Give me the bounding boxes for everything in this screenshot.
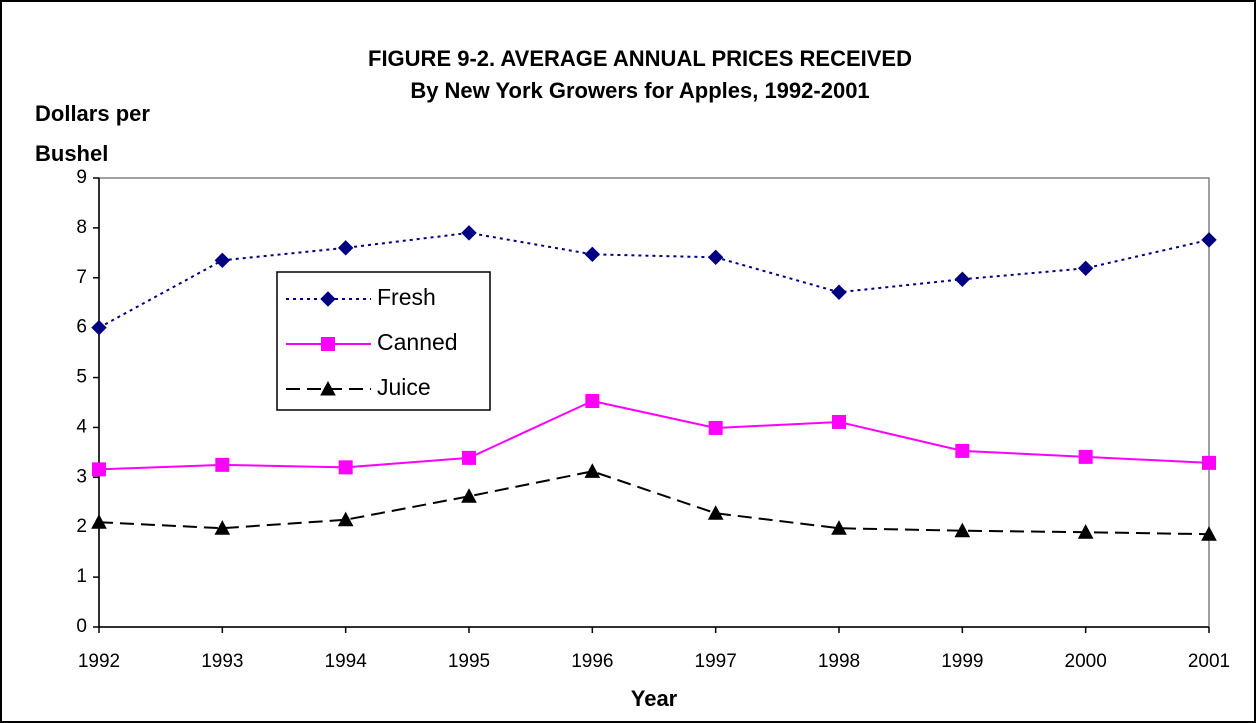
data-point [1201,526,1217,541]
data-point [1077,524,1094,539]
y-tick-label: 5 [76,367,87,388]
x-axis-label: Year [631,686,678,711]
data-point [91,514,107,529]
series-line [98,399,1210,471]
y-tick-label: 9 [76,167,87,188]
data-point [462,450,476,465]
data-point [584,246,601,263]
x-tick-label: 2000 [1065,651,1107,672]
legend-label: Fresh [377,284,436,310]
data-point [831,284,847,300]
data-point [955,443,970,458]
chart-title: FIGURE 9-2. AVERAGE ANNUAL PRICES RECEIV… [368,46,912,71]
y-axis-label: Bushel [35,141,108,166]
x-tick-label: 1993 [201,651,243,672]
data-point [92,462,106,477]
data-point [707,249,724,266]
y-tick-label: 2 [76,516,87,537]
data-point [832,414,846,429]
x-tick-label: 1999 [941,651,983,672]
y-tick-label: 8 [76,217,87,238]
chart-subtitle: By New York Growers for Apples, 1992-200… [410,78,869,103]
data-point [585,394,600,409]
data-point [708,420,723,435]
x-tick-label: 1998 [818,651,860,672]
data-point [461,488,477,503]
data-point [461,225,477,241]
data-point [954,522,971,538]
legend-marker [320,380,336,396]
x-tick-label: 1997 [695,651,737,672]
legend-marker [321,337,335,351]
data-point [214,252,231,269]
y-tick-label: 4 [76,416,87,437]
x-tick-label: 1995 [448,651,490,672]
x-tick-label: 1994 [325,651,368,672]
data-point [954,271,971,287]
y-axis-label: Dollars per [35,101,150,126]
data-point [337,240,354,256]
legend-label: Juice [377,374,431,400]
legend-label: Canned [377,329,458,355]
data-point [214,520,231,535]
y-tick-label: 3 [76,466,87,487]
data-point [584,463,601,478]
data-point [831,520,847,535]
data-point [337,511,354,527]
x-tick-label: 1992 [78,651,120,672]
data-point [1202,455,1216,470]
data-point [1077,260,1094,277]
x-tick-label: 1996 [571,651,613,672]
data-point [338,460,353,475]
data-point [707,505,724,520]
data-point [215,457,230,472]
y-tick-label: 1 [76,566,87,587]
data-point [91,319,107,336]
y-tick-label: 7 [76,267,87,288]
y-tick-label: 6 [76,317,87,338]
series-line [98,231,1210,329]
x-tick-label: 2001 [1188,651,1230,672]
y-tick-label: 0 [76,616,87,637]
data-point [1201,232,1217,248]
data-point [1078,449,1093,464]
legend-box [276,271,491,411]
legend-marker [320,291,336,307]
